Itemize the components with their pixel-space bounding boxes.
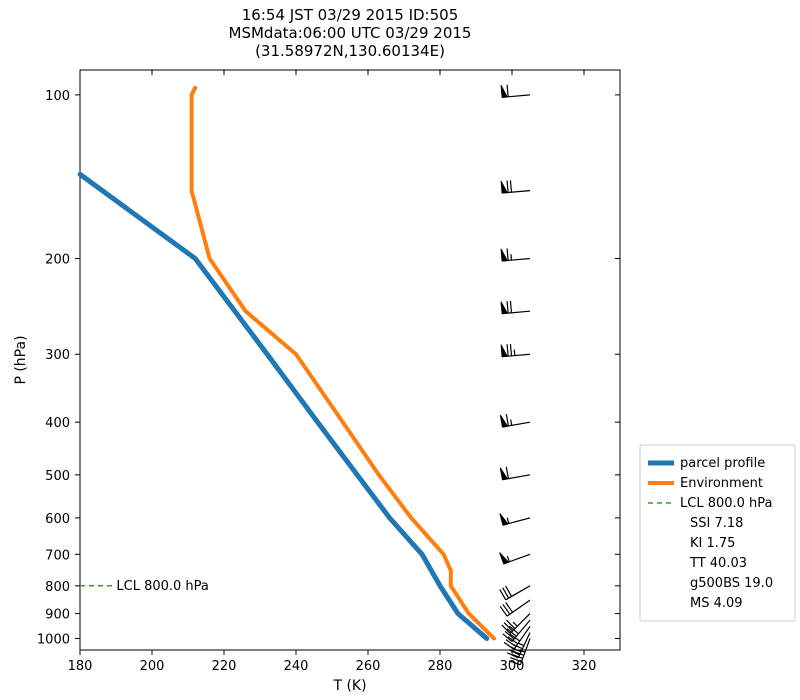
xtick-label: 220 xyxy=(212,659,237,674)
skewt-chart: 1802002202402602803003201002003004005006… xyxy=(0,0,800,700)
wind-barb xyxy=(500,553,530,564)
xtick-label: 260 xyxy=(356,659,381,674)
ytick-label: 1000 xyxy=(37,632,70,647)
wind-barb xyxy=(500,586,530,600)
wind-barb xyxy=(502,614,530,634)
legend-label: parcel profile xyxy=(680,456,765,471)
wind-barb xyxy=(500,600,530,616)
title-line2: MSMdata:06:00 UTC 03/29 2015 xyxy=(229,24,472,42)
legend-label: LCL 800.0 hPa xyxy=(680,496,773,511)
lcl-annotation: LCL 800.0 hPa xyxy=(116,579,209,594)
legend-label: MS 4.09 xyxy=(690,596,743,611)
ytick-label: 400 xyxy=(45,416,70,431)
title-line1: 16:54 JST 03/29 2015 ID:505 xyxy=(242,6,458,24)
legend-label: Environment xyxy=(680,476,763,491)
wind-barb xyxy=(501,344,530,357)
xtick-label: 240 xyxy=(284,659,309,674)
legend-label: KI 1.75 xyxy=(690,536,735,551)
plot-border xyxy=(80,70,620,650)
wind-barb xyxy=(500,514,530,526)
ytick-label: 200 xyxy=(45,253,70,268)
wind-barb xyxy=(500,467,530,480)
wind-barb xyxy=(500,414,530,427)
legend-label: g500BS 19.0 xyxy=(690,576,773,591)
ytick-label: 300 xyxy=(45,348,70,363)
ytick-label: 500 xyxy=(45,469,70,484)
wind-barb xyxy=(501,248,530,260)
x-axis-label: T (K) xyxy=(332,678,366,694)
xtick-label: 320 xyxy=(572,659,597,674)
xtick-label: 180 xyxy=(68,659,93,674)
wind-barb xyxy=(501,180,530,193)
ytick-label: 700 xyxy=(45,548,70,563)
ytick-label: 900 xyxy=(45,608,70,623)
parcel-profile-line xyxy=(80,174,487,638)
y-axis-label: P (hPa) xyxy=(13,335,29,384)
title-line3: (31.58972N,130.60134E) xyxy=(255,42,445,60)
legend-label: TT 40.03 xyxy=(689,556,747,571)
environment-line xyxy=(192,88,494,639)
legend-label: SSI 7.18 xyxy=(690,516,743,531)
wind-barb xyxy=(501,301,530,314)
ytick-label: 600 xyxy=(45,512,70,527)
ytick-label: 800 xyxy=(45,580,70,595)
ytick-label: 100 xyxy=(45,89,70,104)
wind-barb xyxy=(501,85,530,97)
legend-box xyxy=(640,445,795,621)
xtick-label: 280 xyxy=(428,659,453,674)
xtick-label: 200 xyxy=(140,659,165,674)
